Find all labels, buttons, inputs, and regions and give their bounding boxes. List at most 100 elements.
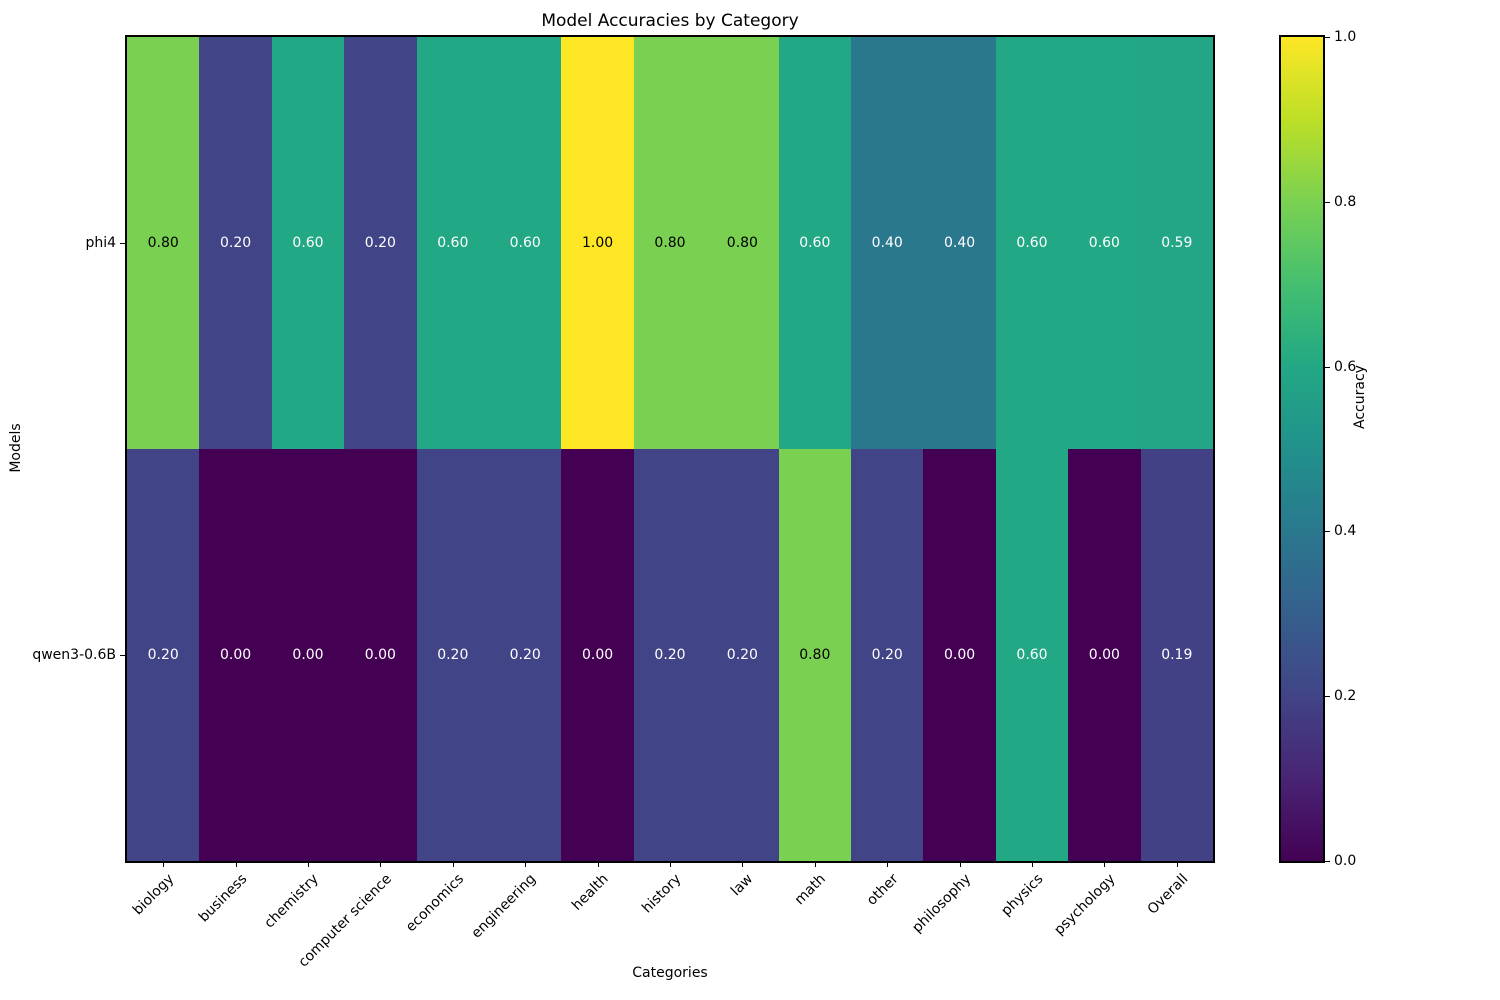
heatmap-cell-value: 0.80 [799,647,831,663]
heatmap-cell-value: 0.60 [1016,235,1048,251]
heatmap-cell: 0.80 [706,37,779,449]
heatmap-cell-value: 0.20 [654,647,686,663]
heatmap-cell: 0.00 [199,449,272,861]
x-tick-label: psychology [1051,871,1119,939]
x-tick-mark [742,862,744,867]
heatmap-cell: 0.20 [199,37,272,449]
x-tick-mark [1176,862,1178,867]
heatmap-cell: 0.80 [778,449,851,861]
heatmap-cell: 0.20 [344,37,417,449]
x-tick-label: economics [402,871,468,936]
heatmap-cell: 0.80 [633,37,707,449]
heatmap-cell: 0.60 [1068,37,1141,449]
colorbar-tick-label: 0.0 [1334,853,1357,869]
x-tick-label: physics [998,871,1047,920]
x-tick-label: engineering [468,871,540,942]
heatmap-cell: 0.80 [127,37,200,449]
x-tick-label: history [638,871,685,917]
heatmap-cell-value: 0.20 [509,647,541,663]
colorbar-label: Accuracy [1352,365,1368,429]
heatmap-cell: 0.00 [923,449,996,861]
x-tick-label: other [863,871,902,909]
y-tick-label: qwen3-0.6B [32,647,116,663]
heatmap-cell: 0.20 [851,449,924,861]
heatmap-cell: 0.00 [561,449,634,861]
heatmap-cell: 0.19 [1140,449,1213,861]
x-tick-mark [597,862,599,867]
heatmap-cell: 0.59 [1140,37,1213,449]
y-tick-mark [120,243,125,244]
x-tick-label: Overall [1144,871,1192,918]
heatmap-cell-value: 0.00 [582,647,614,663]
colorbar-tick-mark [1325,201,1330,203]
heatmap-cell: 0.20 [633,449,707,861]
x-tick-mark [452,862,454,867]
heatmap-cell-value: 0.20 [437,647,469,663]
colorbar-tick-label: 0.6 [1334,358,1357,375]
x-tick-mark [235,862,237,867]
heatmap-cell: 0.20 [489,449,562,861]
heatmap-cell-value: 0.20 [364,235,396,251]
heatmap-cell: 0.00 [271,449,345,861]
y-tick-label: phi4 [85,235,116,251]
colorbar-tick-label: 1.0 [1334,29,1357,45]
heatmap-cell-value: 0.80 [726,235,758,251]
heatmap-cell: 0.60 [778,37,851,449]
x-tick-label: law [728,871,757,900]
heatmap-cell-value: 0.20 [871,647,903,663]
heatmap-cell-value: 0.00 [292,647,324,663]
heatmap-cell: 0.20 [416,449,489,861]
heatmap-cell-value: 0.00 [1088,647,1120,663]
x-tick-label: biology [130,871,178,919]
heatmap-plot-area: 0.80 0.20 0.60 0.20 0.60 0.60 1.00 0.80 0.80 0.60… [127,37,1213,861]
x-tick-label: philosophy [908,871,974,937]
heatmap-cell-value: 0.60 [1088,235,1120,251]
heatmap-cell-value: 0.40 [944,235,976,251]
heatmap-cell: 0.20 [706,449,779,861]
heatmap-cell-value: 1.00 [582,235,614,251]
heatmap-cell-value: 0.80 [147,235,179,251]
colorbar-gradient [1281,37,1323,861]
heatmap-cell: 0.40 [923,37,996,449]
x-tick-label: math [791,871,830,909]
heatmap-cell: 0.20 [127,449,200,861]
colorbar-tick-mark [1325,861,1330,862]
colorbar-tick-label: 0.8 [1334,193,1357,210]
heatmap-cell-value: 0.00 [364,647,396,663]
x-tick-mark [959,862,961,867]
heatmap-cell-value: 0.40 [871,235,903,251]
x-tick-mark [814,862,816,867]
x-tick-label: business [195,871,250,926]
heatmap-cell: 1.00 [561,37,634,449]
heatmap-cell-value: 0.60 [437,235,469,251]
heatmap-cell: 0.00 [1068,449,1141,861]
heatmap-cell: 0.60 [271,37,345,449]
heatmap-cell-value: 0.60 [509,235,541,251]
heatmap-cell: 0.60 [416,37,489,449]
x-tick-label: chemistry [261,871,323,932]
colorbar-tick-mark [1325,366,1330,368]
x-tick-mark [380,862,382,867]
heatmap-cell: 0.60 [995,449,1069,861]
heatmap-cell: 0.60 [995,37,1069,449]
heatmap-cell-value: 0.20 [220,235,252,251]
heatmap-cell-value: 0.60 [1016,647,1048,663]
colorbar-tick-mark [1325,696,1330,698]
heatmap-cell-value: 0.60 [292,235,324,251]
chart-title: Model Accuracies by Category [541,11,799,31]
heatmap-cell-value: 0.20 [726,647,758,663]
x-tick-mark [163,862,165,867]
y-tick-mark [120,655,125,656]
colorbar-tick-mark [1325,531,1330,533]
colorbar-tick-label: 0.4 [1334,523,1357,540]
heatmap-cell-value: 0.00 [220,647,252,663]
x-tick-mark [1104,862,1106,867]
heatmap-cell-value: 0.80 [654,235,686,251]
x-axis-label: Categories [632,965,708,981]
heatmap-cell-value: 0.60 [799,235,831,251]
heatmap-cell-value: 0.59 [1161,235,1193,251]
colorbar-tick-mark [1325,37,1330,38]
x-tick-label: health [569,871,612,914]
heatmap-cell: 0.60 [489,37,562,449]
